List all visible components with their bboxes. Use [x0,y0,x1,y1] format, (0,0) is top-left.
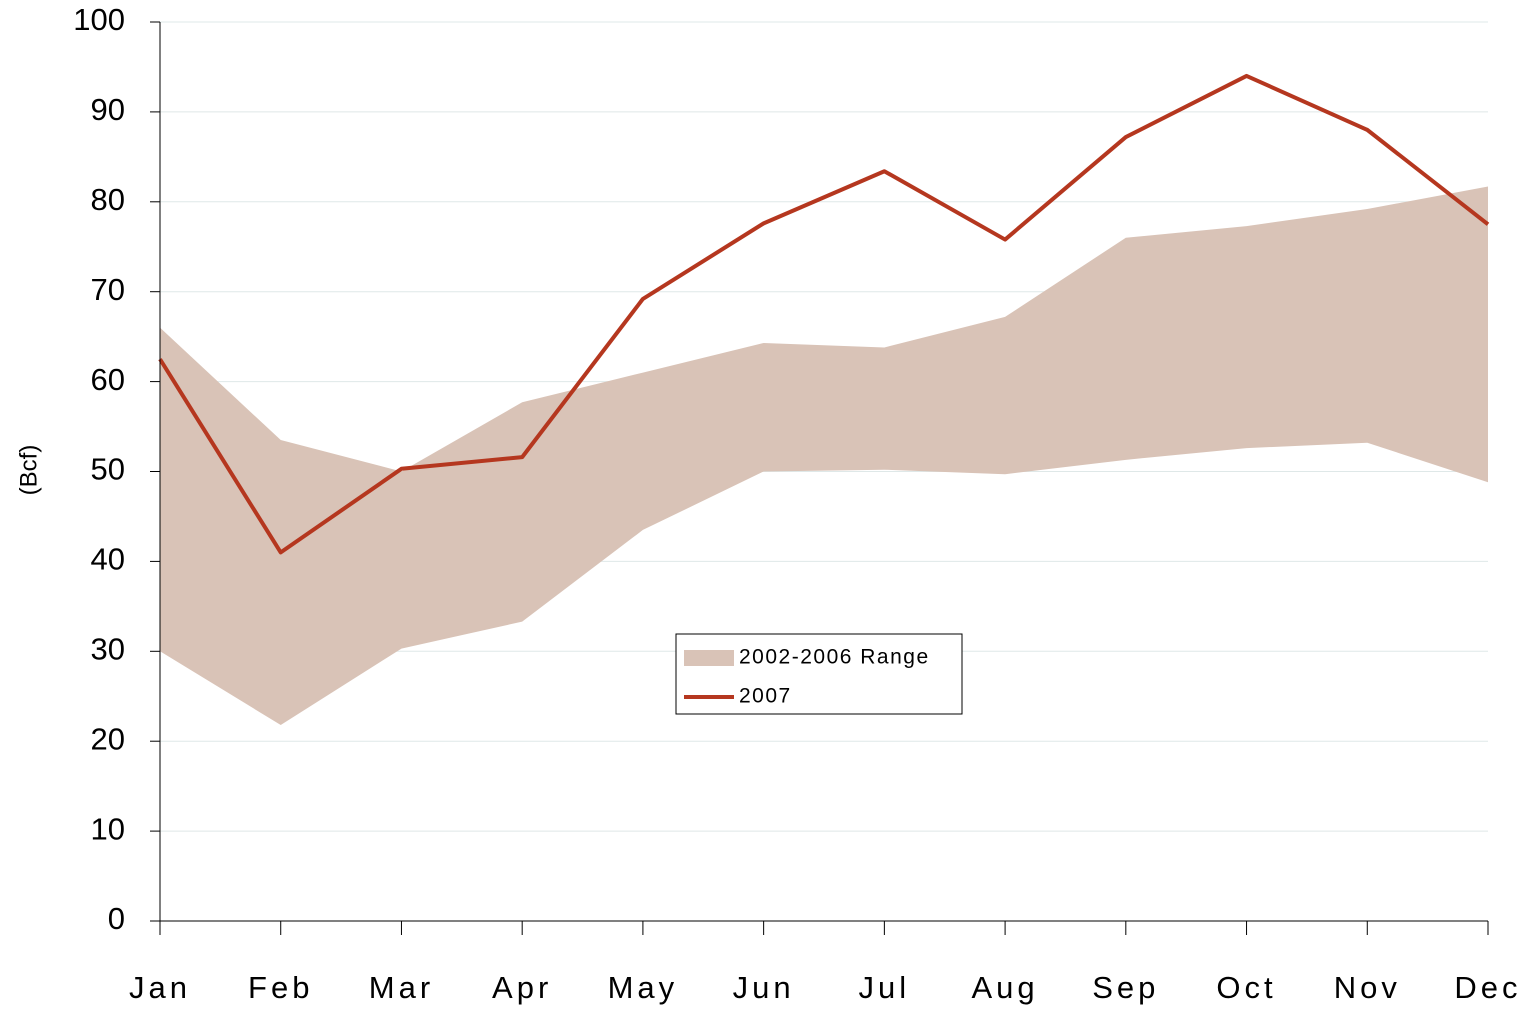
y-tick-label: 80 [91,182,125,217]
y-tick-label: 60 [91,362,125,397]
y-tick-label: 0 [108,901,125,936]
legend-label: 2002-2006 Range [739,646,930,669]
y-tick-label: 40 [91,542,125,577]
x-tick-label: Dec [1454,970,1521,1005]
legend-swatch [684,650,734,666]
y-axis-label: (Bcf) [15,445,42,496]
y-tick-label: 90 [91,92,125,127]
x-tick-label: Jan [129,970,191,1005]
y-tick-label: 30 [91,631,125,666]
y-tick-label: 50 [91,452,125,487]
x-tick-label: Sep [1092,970,1159,1005]
x-tick-label: Jun [733,970,795,1005]
x-tick-label: May [608,970,679,1005]
x-tick-label: Apr [492,970,552,1005]
x-tick-label: Jul [859,970,911,1005]
legend-label: 2007 [739,685,792,708]
x-tick-label: Nov [1334,970,1401,1005]
y-tick-label: 100 [73,2,125,37]
range-area [160,186,1488,726]
x-tick-label: Mar [369,970,434,1005]
x-tick-label: Feb [248,970,313,1005]
x-tick-label: Oct [1216,970,1276,1005]
y-tick-label: 70 [91,272,125,307]
line-series [158,73,1490,555]
y-tick-label: 20 [91,721,125,756]
y-tick-label: 10 [91,811,125,846]
legend-box [675,633,963,715]
x-tick-label: Aug [972,970,1039,1005]
